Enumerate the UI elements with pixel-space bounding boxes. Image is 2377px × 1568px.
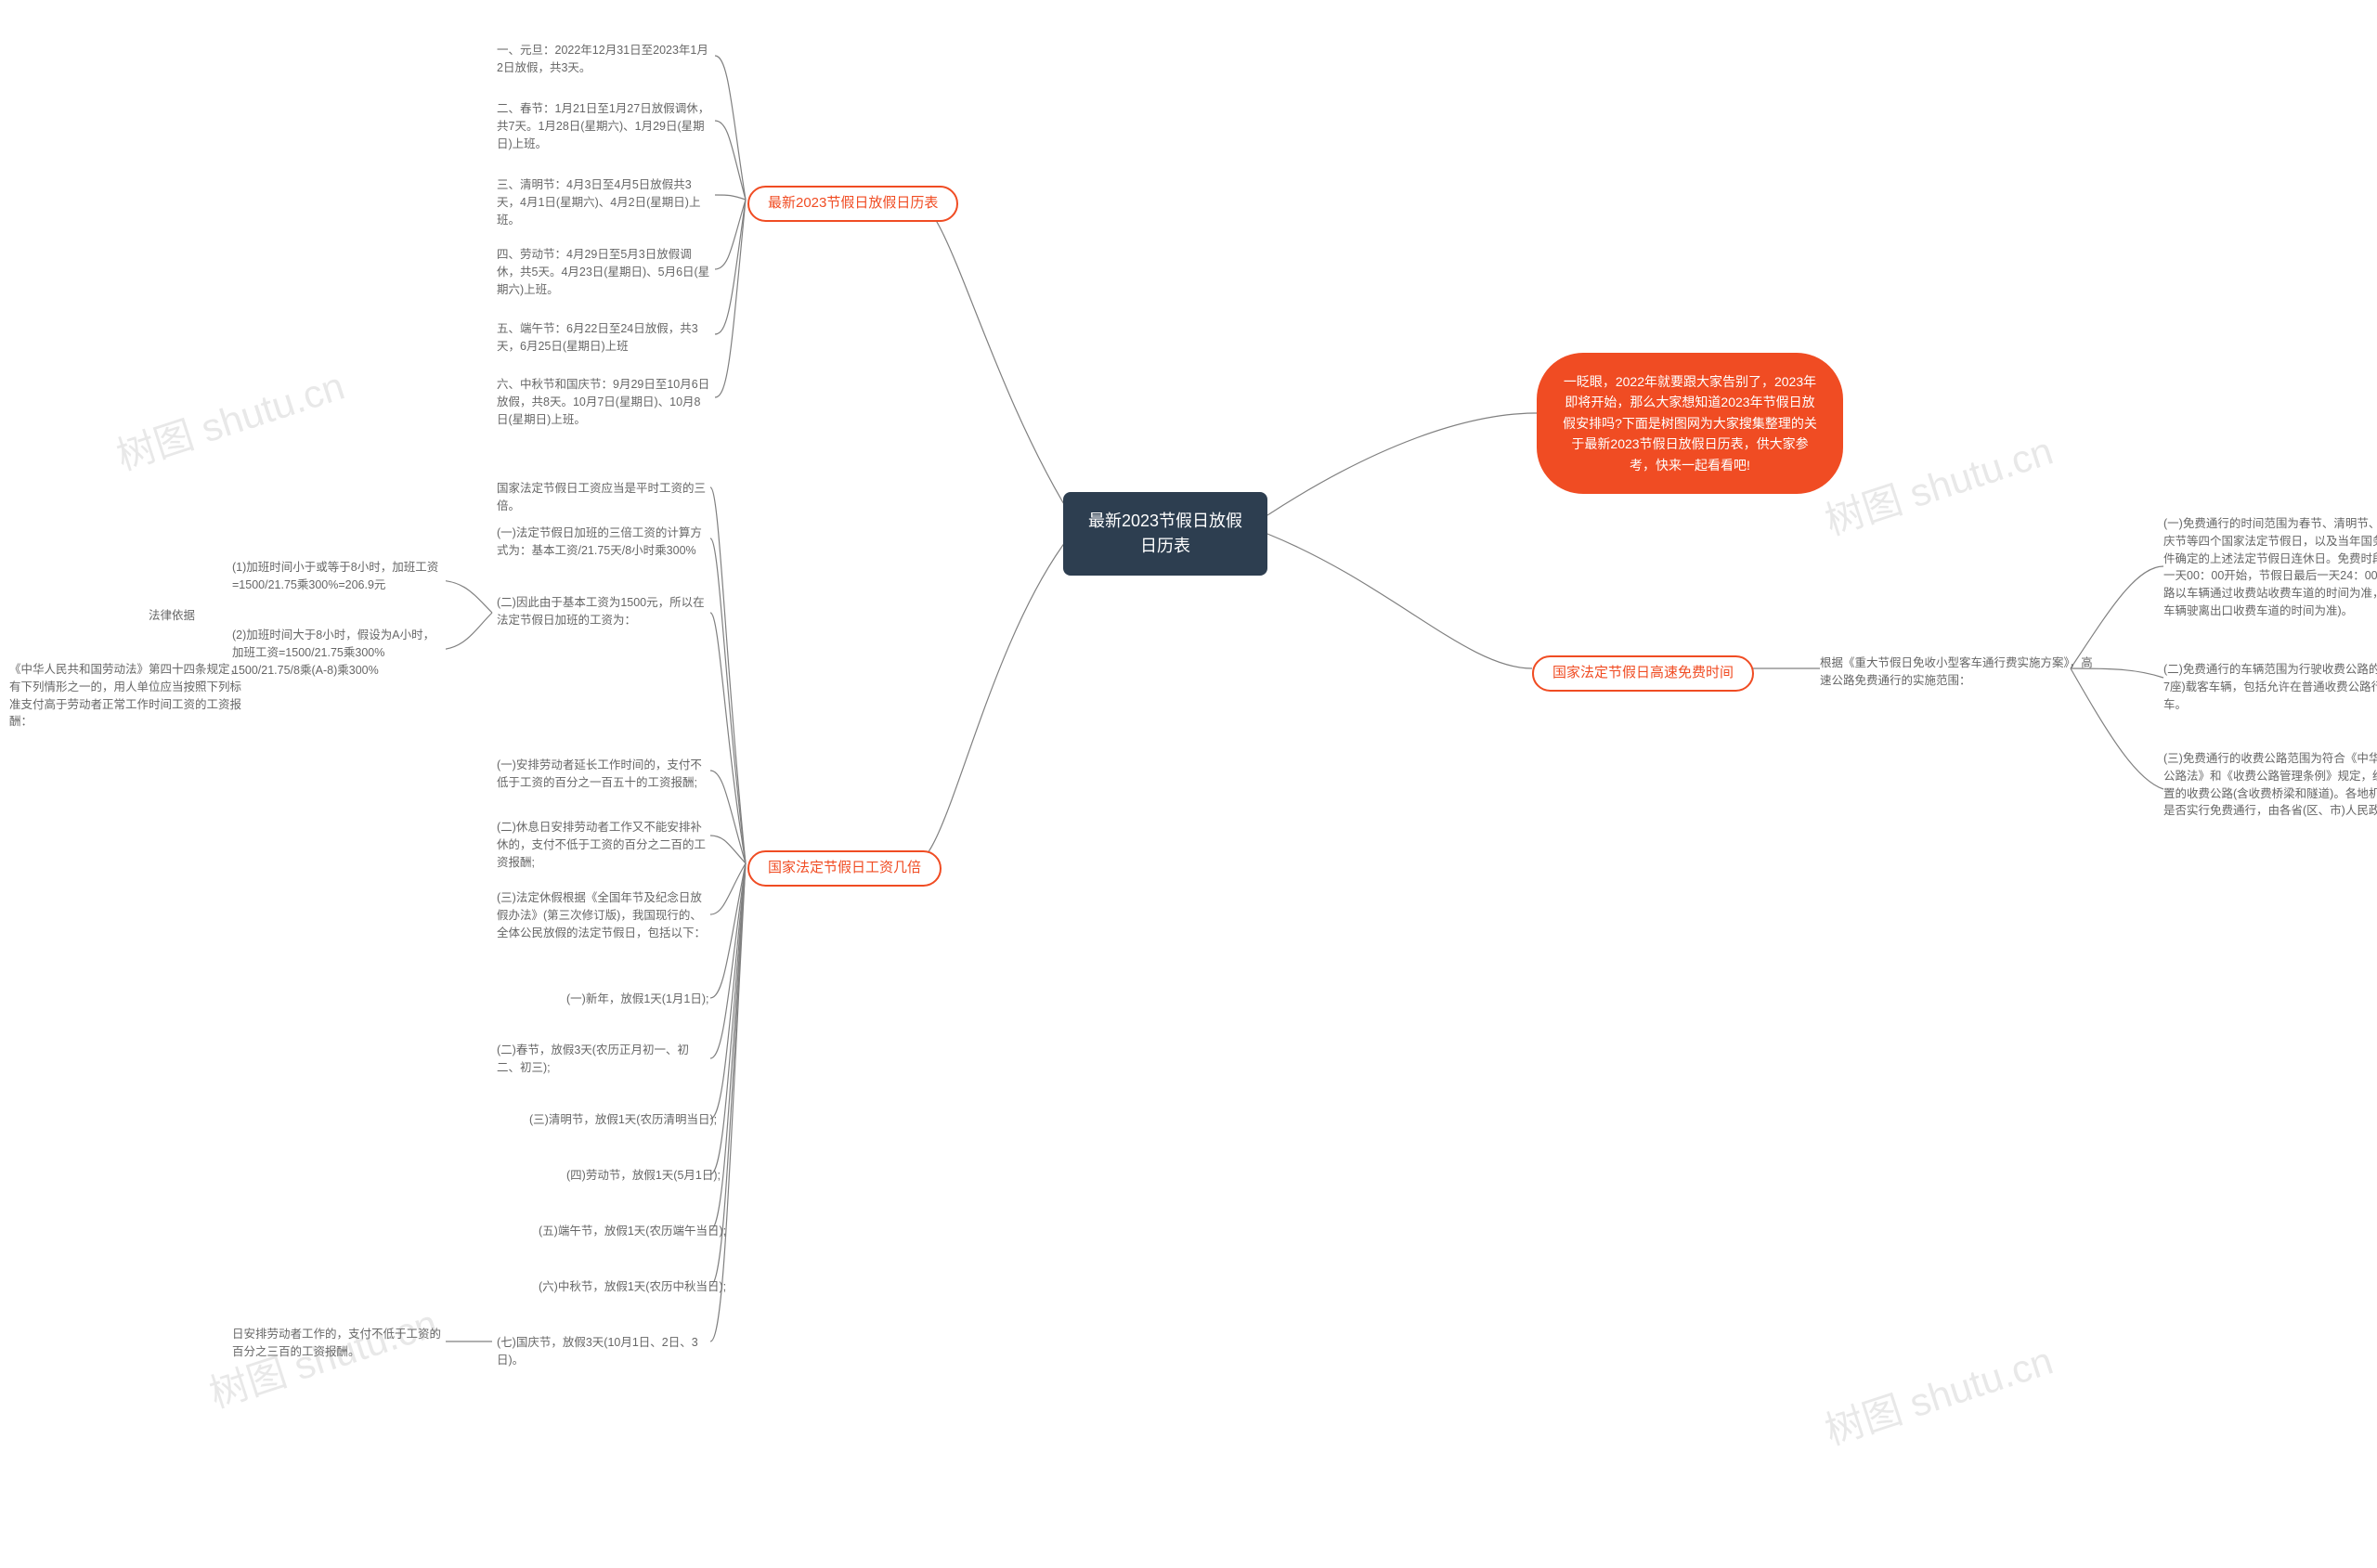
salary-clause-1: (一)安排劳动者延长工作时间的，支付不低于工资的百分之一百五十的工资报酬; (497, 757, 710, 792)
branch-salary: 国家法定节假日工资几倍 (747, 850, 942, 887)
watermark: 树图 shutu.cn (1817, 420, 2059, 547)
salary-holiday-3: (三)清明节，放假1天(农历清明当日); (529, 1111, 717, 1129)
branch-calendar: 最新2023节假日放假日历表 (747, 186, 958, 222)
calendar-item-4: 四、劳动节：4月29日至5月3日放假调休，共5天。4月23日(星期日)、5月6日… (497, 246, 710, 298)
salary-holiday-7: (七)国庆节，放假3天(10月1日、2日、3日)。 (497, 1334, 710, 1369)
salary-holiday-5: (五)端午节，放假1天(农历端午当日); (539, 1223, 726, 1240)
salary-intro-3: (二)因此由于基本工资为1500元，所以在法定节假日加班的工资为： (497, 594, 710, 629)
branch-highway: 国家法定节假日高速免费时间 (1532, 655, 1754, 692)
calendar-item-5: 五、端午节：6月22日至24日放假，共3天，6月25日(星期日)上班 (497, 320, 710, 356)
watermark: 树图 shutu.cn (1817, 1329, 2059, 1457)
salary-holiday-4: (四)劳动节，放假1天(5月1日); (566, 1167, 721, 1185)
highway-item-3: (三)免费通行的收费公路范围为符合《中华人民共和国公路法》和《收费公路管理条例》… (2163, 750, 2377, 820)
salary-intro-1: 国家法定节假日工资应当是平时工资的三倍。 (497, 480, 710, 515)
root-title: 最新2023节假日放假日历表 (1088, 512, 1242, 555)
salary-holiday-6: (六)中秋节，放假1天(农历中秋当日); (539, 1278, 726, 1296)
highway-item-2: (二)免费通行的车辆范围为行驶收费公路的7座以下(含7座)载客车辆，包括允许在普… (2163, 661, 2377, 713)
intro-text: 一眨眼，2022年就要跟大家告别了，2023年即将开始，那么大家想知道2023年… (1563, 374, 1817, 473)
calendar-item-2: 二、春节：1月21日至1月27日放假调休，共7天。1月28日(星期六)、1月29… (497, 100, 710, 152)
intro-node: 一眨眼，2022年就要跟大家告别了，2023年即将开始，那么大家想知道2023年… (1537, 353, 1843, 494)
watermark: 树图 shutu.cn (109, 355, 351, 482)
salary-clause-3: (三)法定休假根据《全国年节及纪念日放假办法》(第三次修订版)，我国现行的、全体… (497, 889, 710, 941)
salary-calc-1: (1)加班时间小于或等于8小时，加班工资=1500/21.75乘300%=206… (232, 559, 446, 594)
calendar-item-1: 一、元旦：2022年12月31日至2023年1月2日放假，共3天。 (497, 42, 710, 77)
salary-clause-2: (二)休息日安排劳动者工作又不能安排补休的，支付不低于工资的百分之二百的工资报酬… (497, 819, 710, 871)
root-node: 最新2023节假日放假日历表 (1063, 492, 1267, 576)
highway-item-1: (一)免费通行的时间范围为春节、清明节、劳动节、国庆节等四个国家法定节假日，以及… (2163, 515, 2377, 620)
salary-law-text: 《中华人民共和国劳动法》第四十四条规定，有下列情形之一的，用人单位应当按照下列标… (9, 661, 241, 731)
salary-tail: 日安排劳动者工作的，支付不低于工资的百分之三百的工资报酬。 (232, 1326, 446, 1361)
calendar-item-3: 三、清明节：4月3日至4月5日放假共3天，4月1日(星期六)、4月2日(星期日)… (497, 176, 710, 228)
calendar-item-6: 六、中秋节和国庆节：9月29日至10月6日放假，共8天。10月7日(星期日)、1… (497, 376, 710, 428)
salary-law-label: 法律依据 (149, 607, 214, 625)
salary-calc-2: (2)加班时间大于8小时，假设为A小时，加班工资=1500/21.75乘300%… (232, 627, 446, 679)
salary-holiday-1: (一)新年，放假1天(1月1日); (566, 991, 708, 1008)
salary-intro-2: (一)法定节假日加班的三倍工资的计算方式为：基本工资/21.75天/8小时乘30… (497, 525, 710, 560)
salary-holiday-2: (二)春节，放假3天(农历正月初一、初二、初三); (497, 1042, 710, 1077)
connector-layer (446, 0, 2377, 1568)
highway-intro: 根据《重大节假日免收小型客车通行费实施方案》，高速公路免费通行的实施范围： (1820, 654, 2098, 690)
